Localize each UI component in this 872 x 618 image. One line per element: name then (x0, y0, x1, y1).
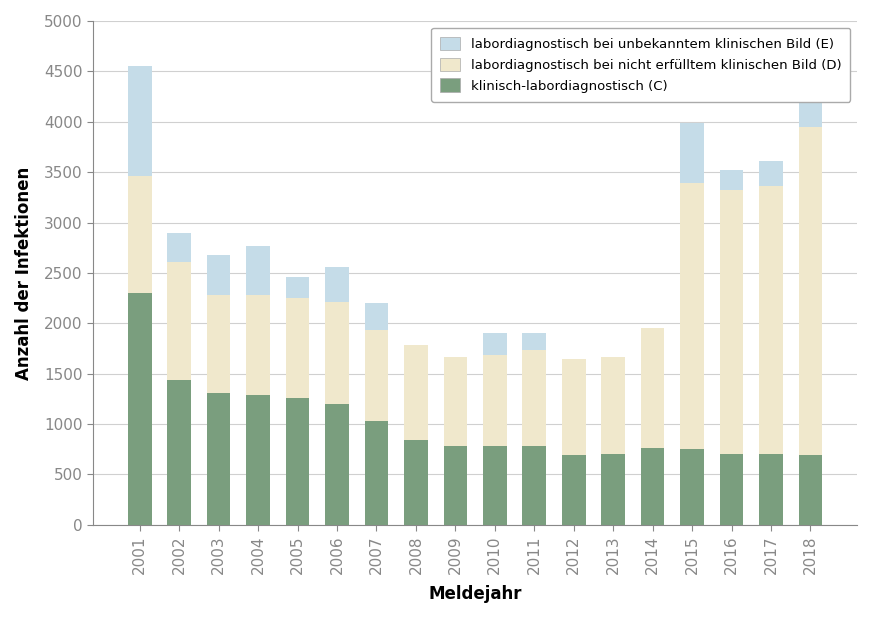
Legend: labordiagnostisch bei unbekanntem klinischen Bild (E), labordiagnostisch bei nic: labordiagnostisch bei unbekanntem klinis… (431, 28, 850, 102)
Bar (286, 298, 310, 398)
Bar (680, 449, 704, 525)
Bar (719, 170, 743, 190)
Bar (602, 357, 625, 454)
Bar (404, 440, 428, 525)
Bar (167, 263, 191, 379)
Bar (325, 268, 349, 302)
Bar (444, 357, 467, 446)
Bar (562, 455, 586, 525)
Bar (364, 303, 388, 331)
Bar (799, 455, 822, 525)
Bar (246, 295, 270, 395)
Bar (680, 123, 704, 184)
Bar (128, 176, 152, 293)
Bar (483, 333, 507, 355)
Bar (325, 302, 349, 404)
Bar (522, 333, 546, 350)
Bar (799, 72, 822, 127)
Bar (128, 66, 152, 176)
Bar (286, 398, 310, 525)
Bar (444, 446, 467, 525)
Bar (522, 446, 546, 525)
Bar (483, 355, 507, 446)
Bar (364, 331, 388, 421)
Bar (719, 190, 743, 454)
Bar (246, 246, 270, 295)
Bar (246, 395, 270, 525)
Bar (719, 454, 743, 525)
Bar (641, 448, 664, 525)
Bar (167, 379, 191, 525)
Bar (325, 404, 349, 525)
Bar (128, 293, 152, 525)
Bar (167, 232, 191, 263)
Bar (404, 345, 428, 440)
Bar (364, 421, 388, 525)
Bar (207, 295, 230, 393)
Bar (522, 350, 546, 446)
Bar (760, 454, 783, 525)
Bar (641, 328, 664, 448)
Bar (207, 393, 230, 525)
Bar (207, 255, 230, 295)
Bar (483, 446, 507, 525)
Bar (760, 186, 783, 454)
Y-axis label: Anzahl der Infektionen: Anzahl der Infektionen (15, 166, 33, 379)
Bar (562, 358, 586, 455)
X-axis label: Meldejahr: Meldejahr (428, 585, 521, 603)
Bar (602, 454, 625, 525)
Bar (286, 277, 310, 298)
Bar (799, 127, 822, 455)
Bar (680, 184, 704, 449)
Bar (760, 161, 783, 186)
